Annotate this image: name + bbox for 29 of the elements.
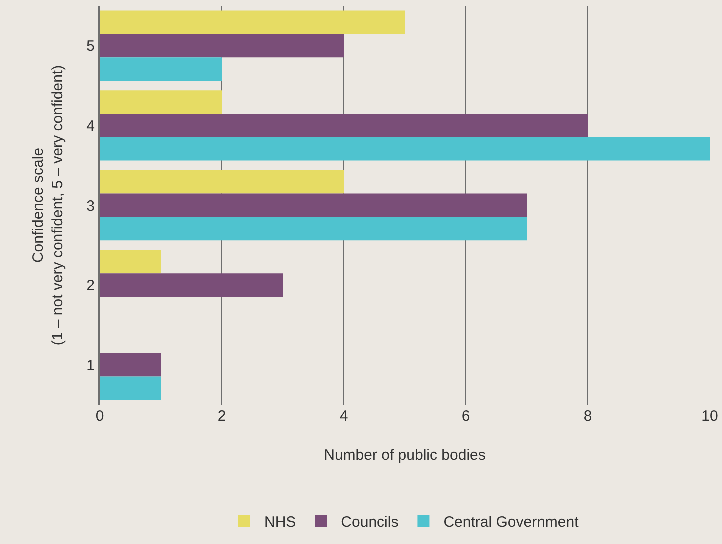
y-tick-label: 5 bbox=[86, 38, 95, 56]
y-tick-label: 4 bbox=[86, 118, 95, 135]
bar bbox=[100, 34, 344, 58]
bar bbox=[100, 376, 161, 400]
legend-label: Central Government bbox=[444, 514, 580, 531]
legend-label: NHS bbox=[264, 514, 296, 531]
x-tick-label: 8 bbox=[584, 408, 592, 425]
bar bbox=[100, 137, 710, 161]
bar bbox=[100, 10, 405, 34]
x-tick-label: 6 bbox=[462, 408, 470, 425]
x-axis-title: Number of public bodies bbox=[324, 447, 486, 464]
y-tick-label: 3 bbox=[86, 198, 95, 215]
y-tick-label: 1 bbox=[86, 357, 95, 374]
y-tick-label: 2 bbox=[86, 278, 95, 295]
bar bbox=[100, 194, 527, 218]
bar bbox=[100, 90, 222, 114]
x-tick-label: 0 bbox=[96, 408, 104, 425]
bar bbox=[100, 353, 161, 377]
bar bbox=[100, 170, 344, 194]
bar bbox=[100, 250, 161, 274]
x-tick-label: 4 bbox=[340, 408, 348, 425]
legend-label: Councils bbox=[341, 514, 399, 531]
x-tick-label: 2 bbox=[218, 408, 226, 425]
bar bbox=[100, 217, 527, 241]
x-tick-label: 10 bbox=[702, 408, 718, 425]
y-axis-title: Confidence scale (1 – not very confident, 5 – very confident) bbox=[30, 65, 66, 346]
bar bbox=[100, 114, 588, 138]
bar bbox=[100, 274, 283, 297]
bar bbox=[100, 58, 222, 82]
